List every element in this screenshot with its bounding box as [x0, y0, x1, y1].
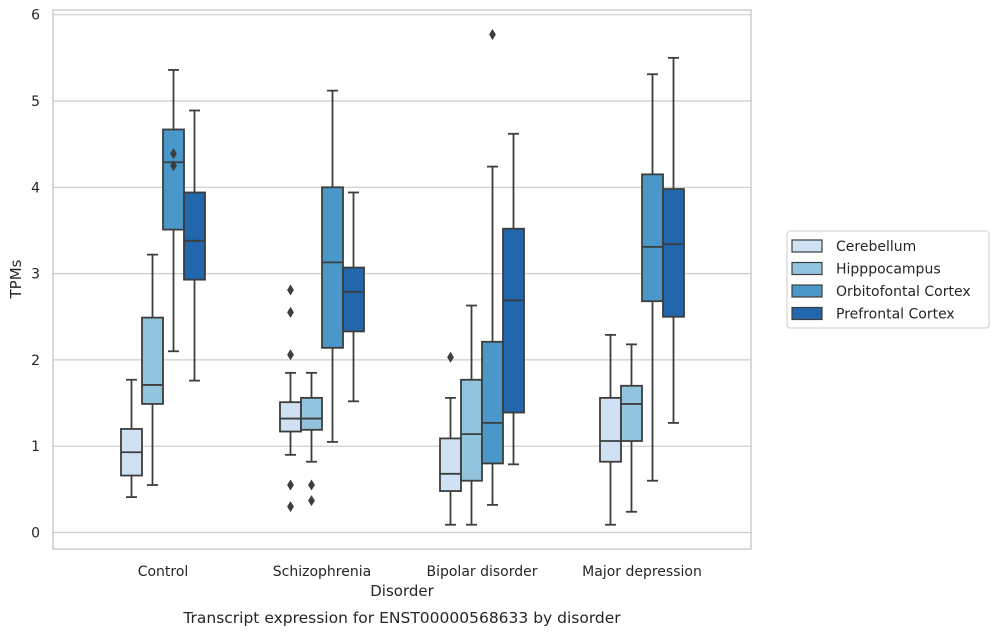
x-tick-label: Bipolar disorder	[426, 564, 537, 580]
box-iqr	[599, 396, 622, 463]
box-iqr	[662, 188, 685, 318]
box-iqr	[641, 173, 664, 303]
outlier-point	[308, 479, 315, 491]
box-prefrontal-cortex	[183, 109, 206, 382]
box-iqr	[342, 266, 365, 333]
box-cerebellum	[120, 378, 143, 499]
box-cerebellum	[279, 284, 302, 513]
y-tick-label: 2	[31, 353, 40, 369]
box-series-layer	[120, 29, 685, 526]
box-iqr	[321, 186, 344, 349]
y-axis-label: TPMs	[7, 259, 25, 299]
box-iqr	[162, 128, 185, 231]
box-prefrontal-cortex	[662, 56, 685, 424]
box-cerebellum	[599, 333, 622, 526]
outlier-point	[170, 148, 177, 160]
chart-caption: Transcript expression for ENST0000056863…	[182, 609, 621, 627]
outlier-point	[287, 284, 294, 296]
legend-swatch	[791, 261, 823, 276]
y-tick-label: 5	[31, 94, 40, 110]
box-orbitofontal-cortex	[162, 69, 185, 353]
grid-lines	[53, 14, 751, 534]
legend-label: Prefrontal Cortex	[836, 307, 955, 323]
box-orbitofontal-cortex	[481, 29, 504, 506]
outlier-point	[287, 306, 294, 318]
legend-swatch	[791, 306, 823, 321]
y-tick-label: 3	[31, 267, 40, 283]
box-iqr	[481, 340, 504, 465]
legend-label: Cerebellum	[836, 239, 916, 255]
box-iqr	[183, 191, 206, 281]
plot-area-frame	[52, 9, 752, 550]
x-tick-label: Major depression	[582, 564, 702, 580]
box-hipppocampus	[620, 343, 643, 513]
y-axis-ticks: 0 1 2 3 4 5 6	[31, 8, 40, 542]
box-iqr	[300, 396, 323, 431]
box-iqr	[502, 227, 525, 414]
box-iqr	[439, 437, 462, 492]
outlier-point	[489, 29, 496, 41]
legend-swatch	[791, 239, 823, 253]
legend-frame	[786, 230, 990, 329]
x-axis-label: Disorder	[370, 582, 434, 600]
outlier-point	[170, 160, 177, 172]
box-hipppocampus	[300, 371, 323, 507]
outlier-point	[447, 351, 454, 363]
y-tick-label: 4	[31, 180, 40, 196]
legend: Cerebellum Hipppocampus Orbitofontal Corte…	[786, 230, 990, 329]
y-tick-label: 1	[31, 439, 40, 455]
x-axis-ticks: Control Schizophrenia Bipolar disorder Majo…	[138, 564, 702, 580]
legend-label: Orbitofontal Cortex	[836, 284, 971, 300]
y-tick-label: 0	[31, 526, 40, 542]
box-hipppocampus	[141, 253, 164, 486]
legend-swatch	[791, 284, 823, 298]
box-prefrontal-cortex	[502, 132, 525, 466]
outlier-point	[287, 479, 294, 491]
outlier-point	[287, 349, 294, 361]
x-tick-label: Control	[138, 564, 189, 580]
box-iqr	[279, 401, 302, 433]
box-cerebellum	[439, 351, 462, 526]
legend-label: Hipppocampus	[836, 262, 941, 278]
box-iqr	[141, 316, 164, 405]
box-iqr	[460, 378, 483, 482]
y-tick-label: 6	[31, 8, 40, 24]
outlier-point	[308, 495, 315, 507]
box-iqr	[620, 384, 643, 442]
box-prefrontal-cortex	[342, 191, 365, 403]
x-tick-label: Schizophrenia	[273, 564, 371, 580]
outlier-point	[287, 501, 294, 513]
